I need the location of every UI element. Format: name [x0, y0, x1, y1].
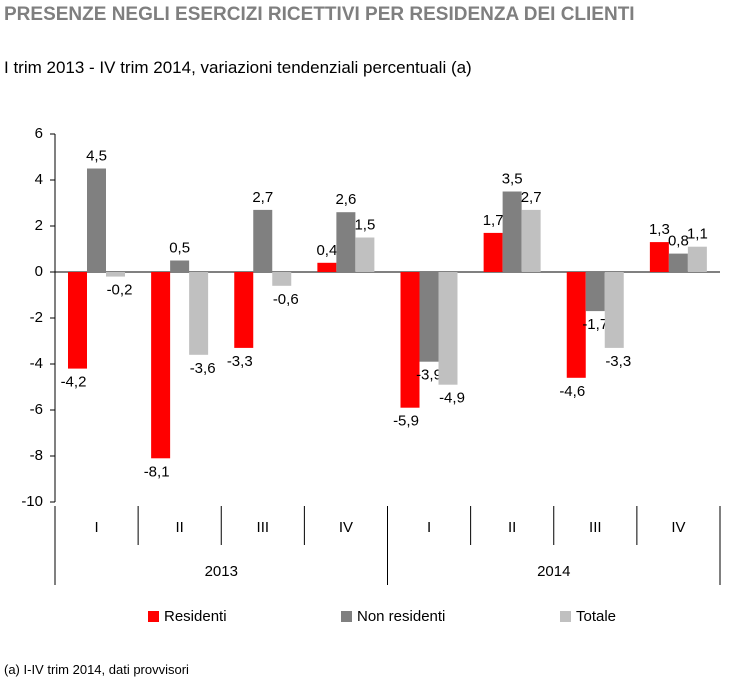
data-label: 0,8	[668, 233, 689, 250]
data-label: 2,7	[252, 189, 273, 206]
x-tick-label: III	[257, 519, 270, 536]
data-label: 3,5	[502, 170, 523, 187]
y-tick-label: 2	[35, 217, 43, 234]
legend-swatch	[148, 611, 159, 622]
data-label: -5,9	[393, 413, 419, 430]
y-tick-label: 0	[35, 263, 43, 280]
data-label: -1,7	[582, 316, 608, 333]
y-tick-label: -8	[30, 447, 43, 464]
data-label: 4,5	[86, 147, 107, 164]
bar	[355, 237, 375, 272]
footnote: (a) I-IV trim 2014, dati provvisori	[4, 662, 189, 677]
bar	[400, 272, 420, 408]
x-tick-label: IV	[339, 519, 353, 536]
bar	[106, 272, 125, 277]
bar	[234, 272, 254, 348]
data-label: -4,2	[61, 374, 87, 391]
data-label: -8,1	[144, 463, 170, 480]
data-label: -3,9	[416, 367, 442, 384]
data-label: -3,3	[605, 353, 631, 370]
bar	[272, 272, 292, 286]
x-tick-label: I	[427, 519, 431, 536]
data-label: 2,7	[521, 189, 542, 206]
bar	[521, 209, 541, 272]
x-tick-label: II	[508, 519, 516, 536]
bar	[502, 191, 522, 272]
bar	[189, 272, 209, 355]
bar	[668, 253, 688, 272]
y-tick-label: 4	[35, 171, 43, 188]
data-label: 1,1	[687, 226, 708, 243]
bar	[585, 272, 605, 312]
bar	[317, 262, 337, 272]
chart-title: PRESENZE NEGLI ESERCIZI RICETTIVI PER RE…	[4, 4, 635, 25]
y-tick-label: -2	[30, 309, 43, 326]
bar	[483, 232, 503, 272]
data-label: -0,2	[107, 282, 133, 299]
legend-swatch	[341, 611, 352, 622]
y-tick-label: -6	[30, 401, 43, 418]
bar	[68, 272, 87, 369]
x-tick-label: III	[589, 519, 602, 536]
legend-swatch	[560, 611, 571, 622]
legend-label: Residenti	[164, 608, 227, 625]
chart-subtitle: I trim 2013 - IV trim 2014, variazioni t…	[4, 58, 472, 77]
data-label: -3,6	[190, 360, 216, 377]
data-label: 1,3	[649, 221, 670, 238]
bar	[566, 272, 586, 378]
x-tick-label: II	[176, 519, 184, 536]
bar	[253, 209, 273, 272]
bar	[87, 168, 106, 272]
y-tick-label: -10	[21, 493, 43, 510]
data-label: 0,4	[316, 242, 337, 259]
bar	[604, 272, 624, 348]
bar	[687, 246, 707, 272]
y-tick-label: -4	[30, 355, 43, 372]
x-tick-label: I	[94, 519, 98, 536]
data-label: -3,3	[227, 353, 253, 370]
bar	[170, 260, 190, 272]
bar	[151, 272, 171, 459]
data-label: 1,5	[354, 216, 375, 233]
data-label: -4,6	[559, 383, 585, 400]
bar	[336, 212, 356, 272]
x-tick-label: IV	[671, 519, 685, 536]
data-label: -4,9	[439, 390, 465, 407]
data-label: 1,7	[483, 212, 504, 229]
group-label: 2013	[205, 563, 238, 580]
legend-label: Non residenti	[357, 608, 445, 625]
group-label: 2014	[537, 563, 570, 580]
legend-label: Totale	[576, 608, 616, 625]
bar	[649, 242, 669, 272]
y-tick-label: 6	[35, 125, 43, 142]
bar	[438, 272, 458, 385]
data-label: -0,6	[273, 291, 299, 308]
data-label: 2,6	[335, 191, 356, 208]
bar	[419, 272, 439, 362]
data-label: 0,5	[169, 239, 190, 256]
